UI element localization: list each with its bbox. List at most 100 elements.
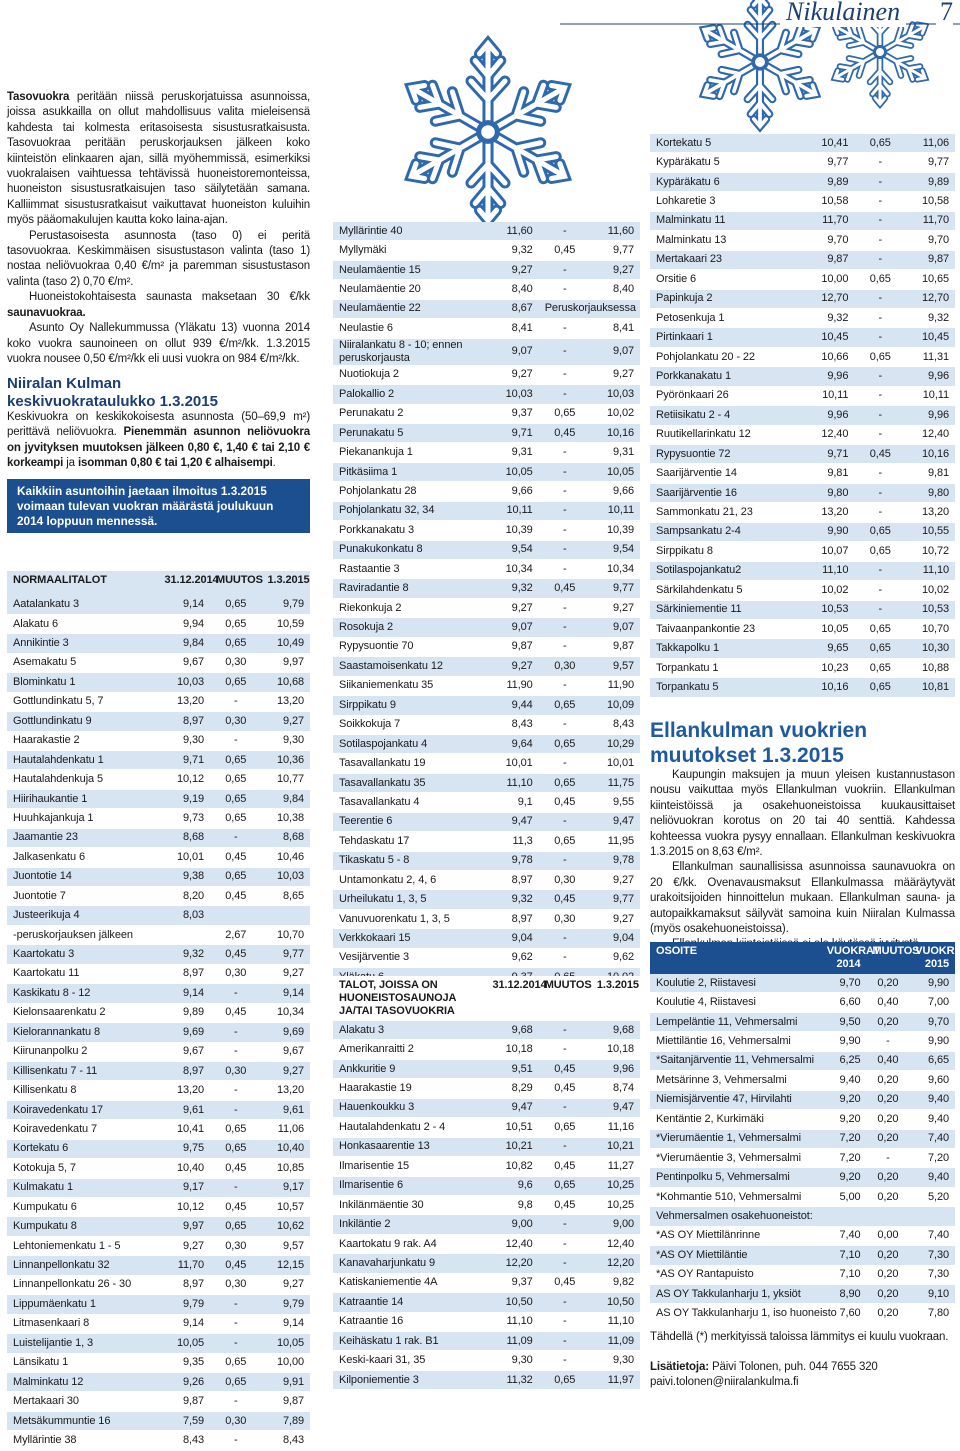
table-cell: Honkasaarentie 13 (333, 1137, 487, 1158)
table-cell: 10,82 (486, 1156, 539, 1177)
table-cell: 9,89 (906, 172, 955, 193)
header-cell: VUOKRAT 2014 (820, 942, 880, 974)
table-cell: 0,65 (538, 1117, 591, 1138)
table-cell: - (210, 1314, 262, 1335)
contact-line: Lisätietoja: Päivi Tolonen, puh. 044 765… (650, 1360, 955, 1375)
table-row: Kulmakatu 1 9,17-9,17 (7, 1178, 310, 1199)
table-cell: 0,65 (210, 808, 262, 829)
header-cell: NORMAALITALOT (7, 571, 159, 596)
table-cell: 11,10 (802, 561, 855, 582)
table-cell: 8,68 (158, 828, 211, 849)
table-cell: 0,45 (538, 1195, 591, 1216)
table-cell: 8,41 (486, 318, 539, 339)
table-cell: 13,20 (906, 502, 955, 523)
table-cell: Pitkäsiima 1 (333, 462, 487, 483)
table-cell: -peruskorjauksen jälkeen (7, 925, 159, 946)
table-body: Alakatu 3 9,68-9,68 Amerikanraitti 2 10,18-… (333, 1021, 640, 1391)
table-cell: 9,07 (590, 338, 640, 366)
table-cell: Myllymäki (333, 240, 487, 261)
paragraph: Huoneistokohtaisesta saunasta maksetaan … (7, 290, 310, 321)
table-cell: Lehtoniemenkatu 1 - 5 (7, 1236, 159, 1257)
table-cell: Miettiläntie 16, Vehmersalmi (650, 1031, 821, 1052)
table-cell: Saastamoisenkatu 12 (333, 656, 487, 677)
table-cell: 0,20 (866, 1129, 910, 1149)
paragraph: Keskivuokra on keskikokoisesta asunnosta… (7, 410, 310, 472)
rent-table: Myllärintie 40 11,60-11,60 Myllymäki 9,32 0,… (333, 222, 640, 988)
table-row: Pentinpolku 5, Vehmersalmi 9,20 0,20 9,40 (650, 1167, 955, 1188)
footnote-box: Tähdellä (*) merkityissä taloissa lämmit… (650, 1330, 955, 1345)
table-cell: - (854, 483, 907, 504)
table-cell: *Vierumäentie 1, Vehmersalmi (650, 1129, 821, 1149)
table-cell: 9,27 (590, 870, 640, 891)
table-cell: 10,36 (261, 750, 310, 771)
table-cell: 8,03 (158, 905, 211, 926)
header-row: TALOT, JOISSA ON HUONEISTOSAUNOJA JA/TAI… (333, 976, 640, 1021)
table-cell: 10,30 (906, 638, 955, 659)
table-cell: 9,27 (590, 260, 640, 281)
table-cell: 9,71 (158, 750, 211, 771)
table-cell: Hautalahdenkatu 1 (7, 750, 159, 771)
table-body: Aatalankatu 3 9,14 0,65 9,79 Alakatu 6 9,94 0,… (7, 595, 310, 1451)
table-row: Gottlundinkatu 9 8,97 0,30 9,27 (7, 711, 310, 732)
table-cell: 9,26 (158, 1372, 211, 1393)
table-cell: - (210, 1022, 262, 1043)
table-cell: Jalkasenkatu 6 (7, 847, 159, 868)
text-run: Asunto Oy Nallekummussa (Yläkatu 13) vuo… (7, 322, 310, 365)
table-cell: Tasavallankatu 35 (333, 773, 487, 794)
table-cell: 0,65 (210, 672, 262, 693)
table-cell: 9,96 (802, 405, 855, 426)
table-cell: Amerikanraitti 2 (333, 1039, 487, 1060)
table-cell: Lippumäenkatu 1 (7, 1294, 159, 1315)
table-row: Gottlundinkatu 5, 7 13,20-13,20 (7, 692, 310, 713)
table-row: Kentäntie 2, Kurkimäki 9,20 0,20 9,40 (650, 1109, 955, 1130)
table-cell: Porkkanakatu 3 (333, 520, 487, 541)
table-row: Kumpukatu 6 10,12 0,45 10,57 (7, 1197, 310, 1218)
table-row: Lippumäenkatu 1 9,79-9,79 (7, 1294, 310, 1315)
table-cell: 11,06 (261, 1119, 310, 1140)
table-row: Sotilaspojankatu 4 9,64 0,65 10,29 (333, 734, 640, 755)
table-cell: - (538, 279, 591, 300)
table-cell: Myllärintie 38 (7, 1430, 159, 1451)
table-cell: 0,45 (538, 792, 591, 813)
table-cell: 10,18 (486, 1039, 539, 1060)
table-cell: 10,51 (486, 1117, 539, 1138)
table-cell: Kilponiementie 3 (333, 1370, 487, 1391)
table-cell: 9,1 (486, 792, 539, 813)
table-cell: 9,68 (590, 1021, 640, 1041)
table-cell: 10,05 (590, 462, 640, 483)
table-cell: 8,43 (158, 1430, 211, 1451)
table-cell: Ankkuritie 9 (333, 1059, 487, 1080)
table-cell: 9,69 (158, 1022, 211, 1043)
table-cell: 0,20 (866, 974, 910, 994)
table-cell: 7,20 (909, 1148, 955, 1169)
table-cell: Metsärinne 3, Vehmersalmi (650, 1070, 821, 1091)
table-cell: 0,65 (210, 1216, 262, 1237)
table-cell: - (538, 1350, 591, 1371)
table-cell: 10,21 (486, 1137, 539, 1158)
table-cell: 9,44 (486, 695, 539, 716)
table-cell: 0,45 (538, 889, 591, 910)
table-cell: 8,43 (261, 1430, 310, 1451)
table-cell: 0,45 (210, 1003, 262, 1024)
table-row: Kortekatu 6 9,75 0,65 10,40 (7, 1139, 310, 1160)
table-cell: 9,27 (590, 909, 640, 930)
table-cell: 0,65 (854, 658, 907, 679)
table-cell: 0,65 (210, 1119, 262, 1140)
table-cell: - (538, 812, 591, 833)
page-body: { "header": {"title": "Nikulainen", "pag… (7, 0, 960, 1451)
table-cell: 9,90 (909, 1031, 955, 1052)
table-cell: 0,65 (210, 867, 262, 888)
table-cell: 9,10 (909, 1284, 955, 1305)
table-row: Asemakatu 5 9,67 0,30 9,97 (7, 653, 310, 674)
table-cell: Pentinpolku 5, Vehmersalmi (650, 1167, 821, 1188)
paragraph: Ellankulman saunallisissa asunnoissa sau… (650, 860, 955, 937)
table-cell: 0,30 (210, 1275, 262, 1296)
table-cell: - (538, 676, 591, 697)
table-cell: 9,79 (158, 1294, 211, 1315)
table-cell: Jaamantie 23 (7, 828, 159, 849)
table-cell: 9,87 (906, 250, 955, 271)
table-cell: Länsikatu 1 (7, 1353, 159, 1373)
table-row: Kielorannankatu 8 9,69-9,69 (7, 1022, 310, 1043)
table-cell: Nuotiokuja 2 (333, 365, 487, 386)
